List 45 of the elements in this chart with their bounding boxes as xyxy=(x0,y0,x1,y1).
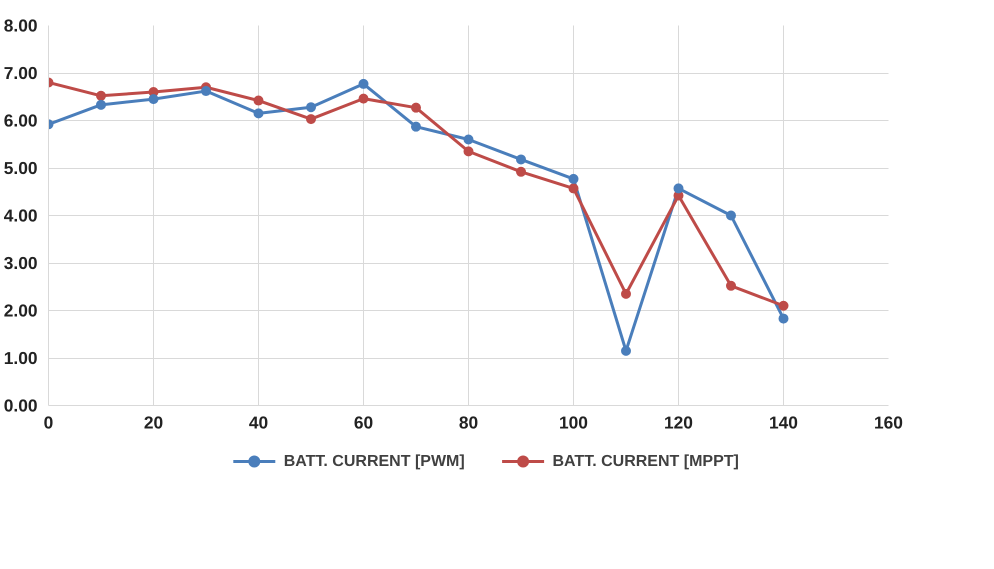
point xyxy=(358,94,368,104)
x-tick-label: 60 xyxy=(354,412,374,432)
point xyxy=(358,78,368,89)
x-tick-label: 80 xyxy=(458,412,478,432)
y-tick-label: 8.00 xyxy=(4,16,38,36)
point xyxy=(674,183,684,194)
point xyxy=(516,154,526,164)
point xyxy=(306,102,316,112)
x-tick-label: 120 xyxy=(664,412,693,432)
x-tick-label: 100 xyxy=(559,412,588,432)
legend-label: BATT. CURRENT [MPPT] xyxy=(552,453,739,470)
point xyxy=(96,90,106,101)
point xyxy=(464,146,474,156)
y-tick-label: 2.00 xyxy=(4,300,38,320)
point xyxy=(621,346,631,356)
y-tick-label: 0.00 xyxy=(4,396,38,416)
y-tick-label: 6.00 xyxy=(4,110,38,130)
point xyxy=(568,174,578,184)
point xyxy=(621,288,631,299)
point xyxy=(516,166,526,177)
point xyxy=(726,280,736,291)
point xyxy=(411,122,421,132)
point xyxy=(201,86,211,96)
point xyxy=(306,114,316,124)
x-tick-label: 40 xyxy=(248,412,268,432)
point xyxy=(464,134,474,144)
y-tick-label: 4.00 xyxy=(4,206,38,226)
y-tick-label: 7.00 xyxy=(4,63,38,83)
point xyxy=(411,102,421,113)
point xyxy=(778,300,788,311)
point xyxy=(778,314,788,324)
point xyxy=(568,183,578,194)
point xyxy=(254,96,264,106)
x-tick-label: 20 xyxy=(144,412,164,432)
point xyxy=(726,210,736,220)
y-tick-label: 5.00 xyxy=(4,158,38,178)
x-tick-label: 160 xyxy=(874,412,903,432)
point xyxy=(148,94,158,104)
y-tick-label: 3.00 xyxy=(4,253,38,273)
y-tick-label: 1.00 xyxy=(4,348,38,368)
x-tick-label: 140 xyxy=(769,412,798,432)
point xyxy=(96,100,106,110)
point xyxy=(254,108,264,118)
x-tick-label: 0 xyxy=(44,412,54,432)
legend-label: BATT. CURRENT [PWM] xyxy=(284,453,465,470)
